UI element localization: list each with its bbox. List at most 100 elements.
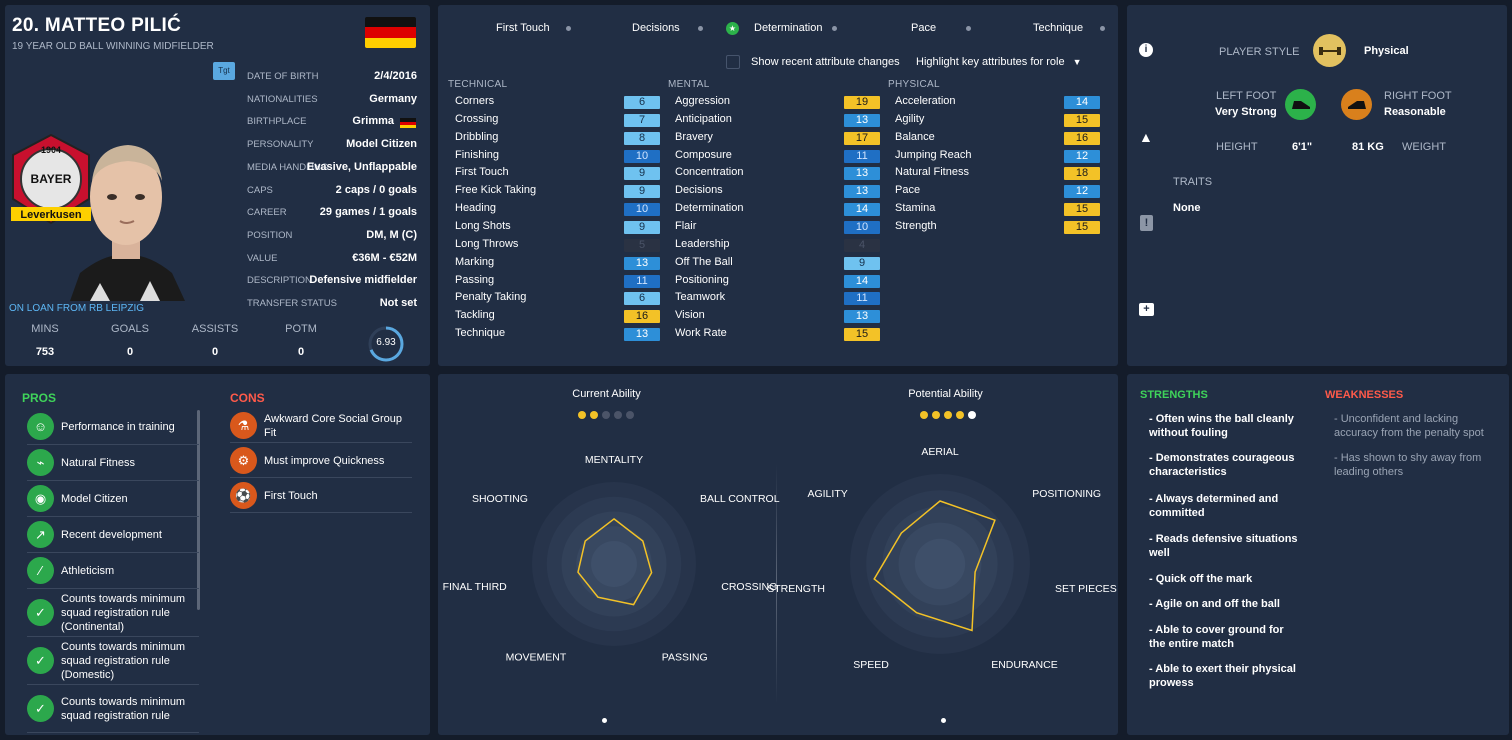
attribute-value: 12	[1064, 185, 1100, 199]
attribute-name[interactable]: Composure	[675, 148, 732, 161]
attribute-name[interactable]: Bravery	[675, 130, 713, 143]
con-item[interactable]: ⚙ Must improve Quickness	[230, 444, 412, 478]
attribute-name[interactable]: Heading	[455, 202, 496, 215]
attribute-name[interactable]: Free Kick Taking	[455, 184, 537, 197]
key-attribute-dot	[832, 26, 837, 31]
alert-icon[interactable]: !	[1140, 215, 1153, 231]
attribute-name[interactable]: Concentration	[675, 166, 744, 179]
pro-text: Model Citizen	[61, 492, 128, 505]
attribute-name[interactable]: Agility	[895, 112, 925, 125]
height-label: HEIGHT	[1216, 141, 1258, 153]
loan-status[interactable]: ON LOAN FROM RB LEIPZIG	[9, 303, 145, 314]
page-dot-left[interactable]	[602, 718, 607, 723]
attribute-name[interactable]: Strength	[895, 219, 937, 232]
badge-bayer: BAYER	[31, 172, 72, 186]
pro-icon: ↗	[27, 521, 54, 548]
pro-item[interactable]: ✓ Counts towards minimum squad registrati…	[27, 685, 199, 733]
key-attribute-dot	[1100, 26, 1105, 31]
strength-item: - Quick off the mark	[1149, 573, 1253, 585]
show-changes-checkbox[interactable]	[726, 55, 740, 69]
ability-star	[932, 411, 940, 419]
attribute-name[interactable]: Off The Ball	[675, 255, 733, 268]
attribute-name[interactable]: Work Rate	[675, 327, 727, 340]
attribute-name[interactable]: Flair	[675, 219, 697, 232]
pro-text: Counts towards minimum squad registratio…	[61, 592, 186, 633]
detail-label: VALUE	[247, 252, 278, 264]
attribute-value: 13	[624, 256, 660, 270]
attribute-name[interactable]: Balance	[895, 130, 935, 143]
attribute-name[interactable]: Leadership	[675, 237, 730, 250]
detail-label: DATE OF BIRTH	[247, 71, 319, 82]
attribute-name[interactable]: Stamina	[895, 202, 936, 215]
pro-item[interactable]: ✓ Counts towards minimum squad registrati…	[27, 589, 199, 637]
key-attribute-label: First Touch	[496, 22, 550, 34]
ability-star	[956, 411, 964, 419]
attribute-value: 18	[1064, 167, 1100, 181]
detail-value: 29 games / 1 goals	[319, 206, 417, 219]
attribute-value: 11	[624, 274, 660, 288]
con-text: First Touch	[264, 489, 318, 502]
attribute-name[interactable]: Passing	[455, 273, 495, 286]
pro-text: Counts towards minimum squad registratio…	[61, 695, 186, 722]
key-attribute-label: Technique	[1033, 22, 1084, 34]
attribute-value: 6	[624, 96, 660, 109]
pro-item[interactable]: ∕ Athleticism	[27, 553, 199, 589]
detail-value: DM, M (C)	[366, 228, 417, 241]
con-item[interactable]: ⚗ Awkward Core Social Group Fit	[230, 409, 412, 443]
radar-axis-label: MENTALITY	[585, 454, 643, 466]
attribute-name[interactable]: First Touch	[455, 166, 509, 179]
attribute-name[interactable]: Determination	[675, 202, 744, 215]
highlight-role-dropdown[interactable]: Highlight key attributes for role ▼	[916, 54, 1096, 70]
radar-divider	[776, 464, 777, 704]
stat-label: POTM	[285, 323, 317, 335]
key-attribute-dot	[566, 26, 571, 31]
attribute-name[interactable]: Jumping Reach	[895, 148, 972, 161]
medical-icon[interactable]: +	[1139, 303, 1154, 316]
attribute-name[interactable]: Natural Fitness	[895, 166, 969, 179]
key-attribute-label: Decisions	[632, 22, 680, 34]
tgt-button[interactable]: Tgt	[213, 62, 235, 80]
info-icon[interactable]: i	[1139, 43, 1153, 57]
radar-axis-label: AERIAL	[921, 446, 959, 458]
attribute-name[interactable]: Long Shots	[455, 219, 511, 232]
attribute-name[interactable]: Vision	[675, 309, 705, 322]
attribute-name[interactable]: Tackling	[455, 309, 495, 322]
pro-item[interactable]: ☺ Performance in training	[27, 409, 199, 445]
attribute-name[interactable]: Pace	[895, 184, 921, 197]
detail-label: CAREER	[247, 207, 287, 219]
rating-value: 6.93	[376, 337, 396, 348]
attribute-name[interactable]: Penalty Taking	[455, 291, 527, 304]
attribute-name[interactable]: Positioning	[675, 273, 729, 286]
pro-text: Natural Fitness	[61, 456, 135, 469]
pro-item[interactable]: ⌁ Natural Fitness	[27, 445, 199, 481]
attribute-name[interactable]: Aggression	[675, 95, 731, 107]
pro-item[interactable]: ✓ Counts towards minimum squad registrati…	[27, 637, 199, 685]
radar-axis-label: ENDURANCE	[991, 659, 1058, 671]
detail-value: Model Citizen	[346, 138, 417, 151]
con-item[interactable]: ⚽ First Touch	[230, 479, 412, 513]
attribute-name[interactable]: Corners	[455, 95, 495, 107]
pro-icon: ◉	[27, 485, 54, 512]
attribute-name[interactable]: Marking	[455, 255, 495, 268]
attribute-name[interactable]: Technique	[455, 327, 506, 340]
stat-value: 0	[297, 346, 305, 358]
attribute-name[interactable]: Decisions	[675, 184, 723, 197]
pro-item[interactable]: ◉ Model Citizen	[27, 481, 199, 517]
current-ability-stars	[578, 406, 638, 424]
attribute-name[interactable]: Long Throws	[455, 237, 519, 250]
pros-scrollbar[interactable]	[197, 410, 200, 610]
attribute-name[interactable]: Crossing	[455, 112, 499, 125]
page-dot-right[interactable]	[941, 718, 946, 723]
attribute-name[interactable]: Dribbling	[455, 130, 499, 143]
attribute-name[interactable]: Finishing	[455, 148, 500, 161]
weight-label: WEIGHT	[1402, 141, 1446, 153]
attribute-name[interactable]: Teamwork	[675, 291, 726, 304]
boot-icon[interactable]: ▲	[1139, 129, 1153, 145]
mental-header: MENTAL	[668, 79, 710, 90]
con-icon: ⚙	[230, 447, 257, 474]
pro-icon: ∕	[27, 557, 54, 584]
detail-label: DESCRIPTION	[247, 275, 312, 287]
attribute-name[interactable]: Acceleration	[895, 95, 956, 107]
attribute-name[interactable]: Anticipation	[675, 112, 732, 125]
pro-item[interactable]: ↗ Recent development	[27, 517, 199, 553]
